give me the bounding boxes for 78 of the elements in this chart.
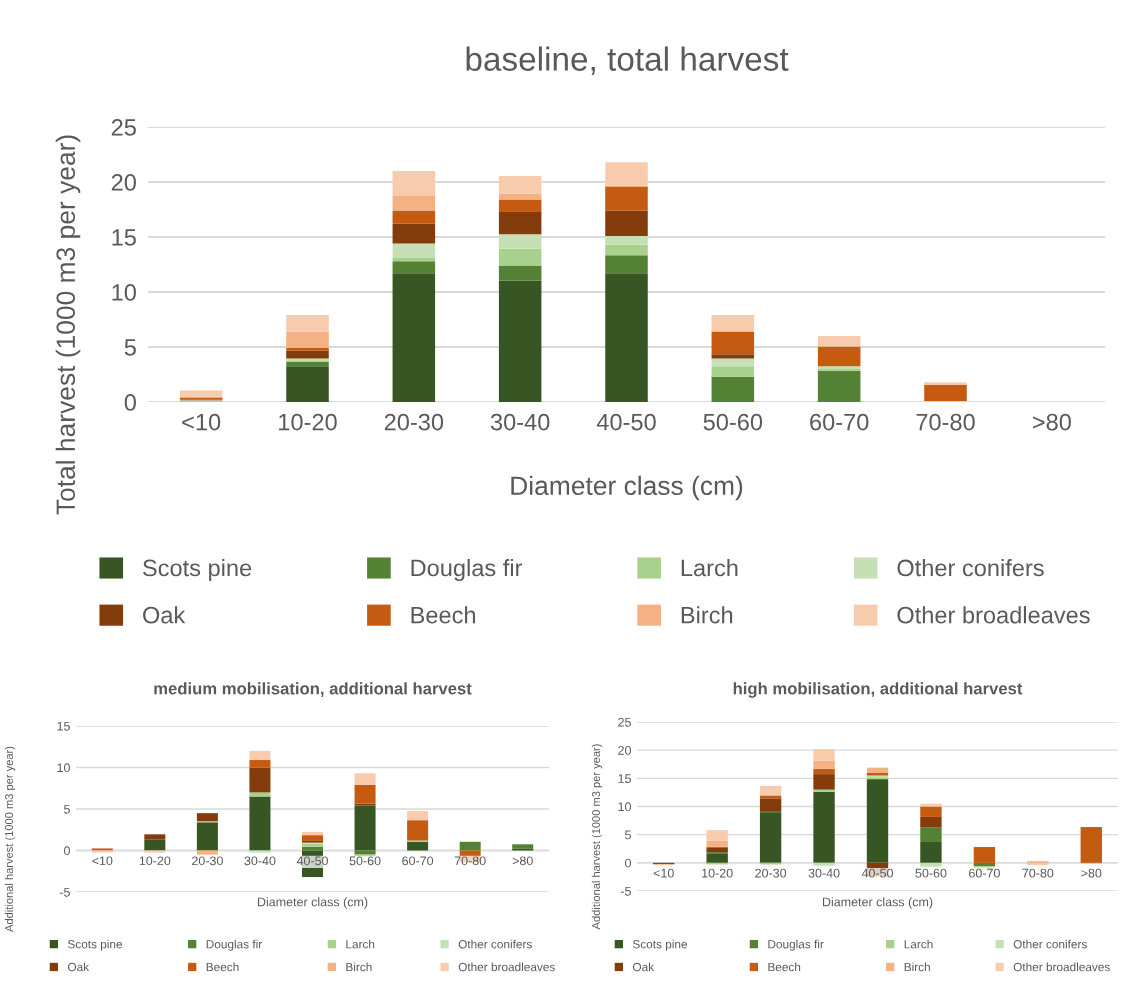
- y-tick-label: 10: [618, 802, 631, 812]
- legend-label: Other broadleaves: [458, 962, 555, 972]
- x-tick-label: >80: [512, 856, 533, 866]
- y-tick-label: 20: [618, 745, 631, 755]
- x-tick-label: 30-40: [808, 868, 840, 878]
- legend-label: Other broadleaves: [1013, 962, 1110, 972]
- y-tick-label: 5: [624, 830, 631, 840]
- y-tick-label: 15: [112, 229, 136, 246]
- chart-title: medium mobilisation, additional harvest: [154, 682, 472, 697]
- y-tick-label: 15: [618, 774, 631, 783]
- y-tick-label: 10: [57, 763, 70, 773]
- x-tick-label: 70-80: [916, 413, 975, 431]
- x-tick-label: 70-80: [454, 856, 486, 866]
- legend-label: Other broadleaves: [897, 606, 1090, 624]
- legend-label: Birch: [346, 962, 372, 972]
- x-tick-label: 60-70: [402, 856, 434, 866]
- x-axis-title: Diameter class (cm): [822, 897, 933, 909]
- y-tick-label: -5: [59, 887, 70, 897]
- y-tick-label: -5: [620, 886, 631, 896]
- legend-label: Oak: [143, 606, 186, 624]
- x-tick-label: 30-40: [244, 856, 276, 866]
- legend-label: Douglas fir: [768, 939, 824, 951]
- legend-label: Larch: [346, 939, 375, 949]
- legend-label: Birch: [681, 606, 733, 624]
- x-tick-label: 10-20: [139, 856, 171, 866]
- x-tick-label: <10: [92, 856, 113, 866]
- y-tick-label: 25: [618, 717, 631, 727]
- x-tick-label: 20-30: [192, 856, 223, 866]
- legend-label: Larch: [904, 939, 933, 949]
- legend-label: Other conifers: [897, 558, 1044, 577]
- y-axis-title: Total harvest (1000 m3 per year): [55, 135, 81, 515]
- legend-label: Beech: [411, 606, 476, 624]
- x-tick-label: 40-50: [596, 413, 656, 431]
- legend-label: Beech: [206, 962, 239, 972]
- y-axis-title: Additional harvest (1000 m3 per year): [4, 746, 16, 932]
- y-tick-label: 5: [124, 339, 136, 356]
- legend-label: Scots pine: [632, 939, 688, 951]
- x-tick-label: 70-80: [1022, 868, 1054, 878]
- legend-label: Other conifers: [458, 939, 532, 949]
- x-tick-label: 20-30: [755, 868, 787, 878]
- legend-label: Oak: [67, 962, 90, 972]
- x-tick-label: 50-60: [915, 868, 947, 878]
- y-tick-label: 20: [111, 174, 136, 191]
- x-tick-label: 50-60: [703, 413, 763, 431]
- legend-label: Douglas fir: [206, 939, 262, 951]
- x-tick-label: 20-30: [384, 413, 444, 431]
- chart-title: high mobilisation, additional harvest: [733, 682, 1023, 698]
- x-tick-label: 10-20: [279, 413, 337, 431]
- y-tick-label: 0: [124, 394, 136, 411]
- x-tick-label: <10: [182, 413, 221, 431]
- x-tick-label: 30-40: [490, 413, 550, 431]
- x-tick-label: >80: [1032, 413, 1071, 431]
- x-axis-title: Diameter class (cm): [511, 475, 743, 501]
- x-tick-label: 60-70: [810, 413, 869, 431]
- y-tick-label: 10: [112, 284, 136, 301]
- legend-label: Beech: [768, 962, 801, 972]
- legend-label: Scots pine: [143, 558, 252, 581]
- x-tick-label: 10-20: [702, 868, 733, 878]
- legend-label: Oak: [632, 962, 655, 972]
- y-axis-title: Additional harvest (1000 m3 per year): [591, 744, 603, 930]
- x-tick-label: 50-60: [349, 856, 381, 866]
- legend-label: Birch: [904, 962, 930, 972]
- legend-label: Douglas fir: [411, 558, 523, 581]
- x-tick-label: <10: [653, 868, 674, 878]
- x-tick-label: 40-50: [861, 868, 893, 878]
- y-tick-label: 0: [624, 858, 631, 868]
- legend-label: Other conifers: [1013, 939, 1087, 949]
- y-tick-label: 15: [57, 721, 70, 731]
- x-axis-title: Diameter class (cm): [257, 897, 368, 909]
- x-tick-label: 60-70: [969, 868, 1000, 878]
- y-tick-label: 0: [63, 846, 70, 856]
- x-tick-label: 40-50: [296, 856, 328, 866]
- legend-label: Larch: [681, 558, 738, 577]
- x-tick-label: >80: [1081, 868, 1102, 878]
- chart-title: baseline, total harvest: [466, 46, 789, 75]
- legend-label: Scots pine: [67, 939, 123, 951]
- y-tick-label: 25: [111, 119, 136, 136]
- y-tick-label: 5: [63, 804, 70, 814]
